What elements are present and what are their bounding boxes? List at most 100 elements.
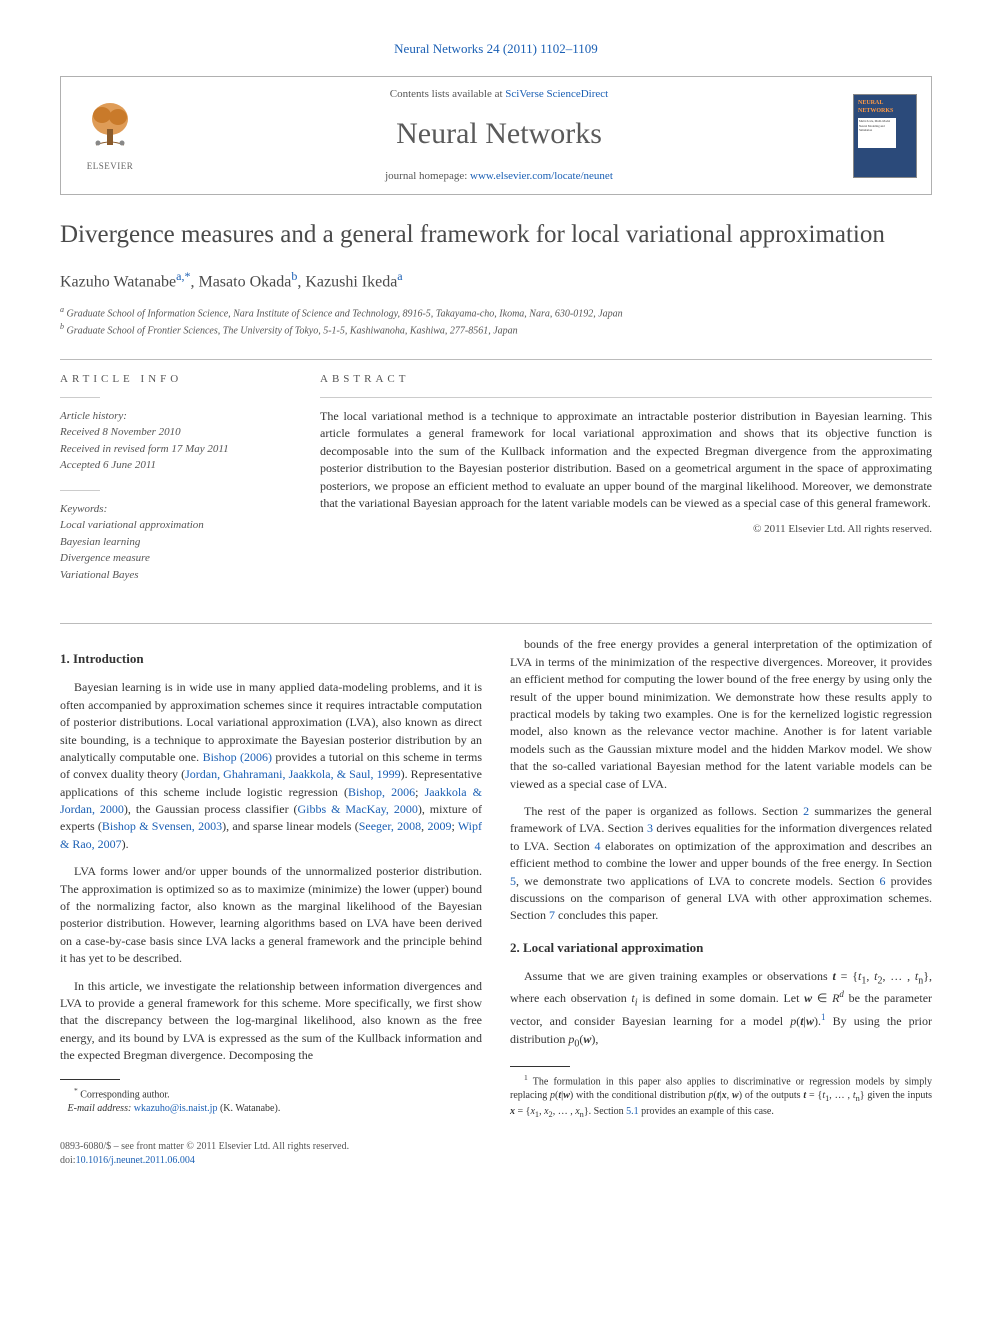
- math: p: [709, 1090, 714, 1101]
- cover-subtitle: Multi-Scale, Multi-Modal Neural Modeling…: [858, 118, 896, 148]
- footnote-text: provides an example of this case.: [639, 1106, 774, 1117]
- body-text: Assume that we are given training exampl…: [524, 969, 833, 983]
- journal-header: ELSEVIER Contents lists available at Sci…: [60, 76, 932, 195]
- info-abstract-row: ARTICLE INFO Article history: Received 8…: [60, 372, 932, 600]
- section-1-heading: 1. Introduction: [60, 650, 482, 669]
- keyword: Local variational approximation: [60, 517, 290, 534]
- abstract-label: ABSTRACT: [320, 372, 932, 387]
- affiliation-a-text: Graduate School of Information Science, …: [67, 308, 623, 319]
- mini-divider: [320, 397, 932, 398]
- page-footer: 0893-6080/$ – see front matter © 2011 El…: [60, 1140, 932, 1168]
- abstract-column: ABSTRACT The local variational method is…: [320, 372, 932, 600]
- body-text: , we demonstrate two applications of LVA…: [516, 874, 880, 888]
- article-body: 1. Introduction Bayesian learning is in …: [60, 636, 932, 1128]
- math: p: [790, 1014, 796, 1028]
- footnote-text: (K. Watanabe).: [220, 1103, 280, 1114]
- footnote-text: . Section: [589, 1106, 627, 1117]
- body-paragraph: Assume that we are given training exampl…: [510, 968, 932, 1052]
- corresponding-author-link[interactable]: *: [184, 269, 190, 283]
- math: w: [583, 1032, 591, 1046]
- math: x: [510, 1106, 515, 1117]
- accepted-date: Accepted 6 June 2011: [60, 457, 290, 474]
- citation-link[interactable]: Bishop (2006): [203, 750, 272, 764]
- copyright-line: © 2011 Elsevier Ltd. All rights reserved…: [320, 522, 932, 537]
- citation-link[interactable]: Gibbs & MacKay, 2000: [298, 802, 418, 816]
- keyword: Divergence measure: [60, 550, 290, 567]
- citation-link[interactable]: Seeger, 2008: [359, 819, 421, 833]
- doi-prefix: doi:: [60, 1155, 76, 1166]
- contents-prefix: Contents lists available at: [390, 88, 505, 100]
- math: Rd: [832, 991, 844, 1005]
- author-misc: Kazuho Watanabea,*, Masato Okadab, Kazus…: [60, 268, 932, 294]
- author-1: Kazuho Watanabe: [60, 274, 176, 291]
- citation-link[interactable]: Jordan, Ghahramani, Jaakkola, & Saul, 19…: [185, 767, 401, 781]
- body-paragraph: bounds of the free energy provides a gen…: [510, 636, 932, 793]
- body-text: concludes this paper.: [555, 908, 658, 922]
- issn-line: 0893-6080/$ – see front matter © 2011 El…: [60, 1140, 932, 1154]
- math: x: [722, 1090, 727, 1101]
- section-link[interactable]: 5.1: [626, 1106, 639, 1117]
- journal-ref-link[interactable]: Neural Networks 24 (2011) 1102–1109: [394, 41, 598, 56]
- homepage-line: journal homepage: www.elsevier.com/locat…: [145, 169, 853, 184]
- section-2-heading: 2. Local variational approximation: [510, 939, 932, 958]
- body-text: is defined in some domain. Let: [638, 991, 805, 1005]
- homepage-prefix: journal homepage:: [385, 170, 470, 182]
- footnote-1: 1 The formulation in this paper also app…: [510, 1073, 932, 1121]
- mini-divider: [60, 397, 100, 398]
- footnote-divider: [510, 1066, 570, 1067]
- publisher-name: ELSEVIER: [75, 160, 145, 173]
- homepage-link[interactable]: www.elsevier.com/locate/neunet: [470, 170, 613, 182]
- footnote-divider: [60, 1079, 120, 1080]
- article-info-label: ARTICLE INFO: [60, 372, 290, 387]
- corresponding-author-footnote: * Corresponding author. E-mail address: …: [60, 1086, 482, 1116]
- contents-line: Contents lists available at SciVerse Sci…: [145, 87, 853, 102]
- article-title: Divergence measures and a general framew…: [60, 219, 932, 250]
- journal-cover-thumbnail: NEURAL NETWORKS Multi-Scale, Multi-Modal…: [853, 94, 917, 178]
- footnote-text: of the outputs: [742, 1090, 803, 1101]
- affiliations: a Graduate School of Information Science…: [60, 304, 932, 339]
- author-3-aff-link[interactable]: a: [397, 269, 402, 283]
- body-paragraph: The rest of the paper is organized as fo…: [510, 803, 932, 925]
- sciencedirect-link[interactable]: SciVerse ScienceDirect: [505, 88, 608, 100]
- affiliation-b-text: Graduate School of Frontier Sciences, Th…: [67, 326, 518, 337]
- mini-divider: [60, 490, 100, 491]
- footnote-text: with the conditional distribution: [573, 1090, 708, 1101]
- author-email-link[interactable]: wkazuho@is.naist.jp: [134, 1103, 218, 1114]
- math: w: [732, 1090, 739, 1101]
- citation-link[interactable]: 2009: [427, 819, 451, 833]
- body-text: ).: [122, 837, 129, 851]
- affiliation-b: b Graduate School of Frontier Sciences, …: [60, 321, 932, 338]
- footnote-text: Corresponding author.: [80, 1089, 169, 1100]
- body-text: ), the Gaussian process classifier (: [124, 802, 298, 816]
- author-2: Masato Okada: [198, 274, 291, 291]
- math: t: [558, 1090, 561, 1101]
- body-text: ;: [415, 785, 424, 799]
- keywords-label: Keywords:: [60, 501, 290, 518]
- article-history: Article history: Received 8 November 201…: [60, 408, 290, 474]
- footnote-text: given the inputs: [865, 1090, 932, 1101]
- body-text: The rest of the paper is organized as fo…: [524, 804, 803, 818]
- publisher-logo-block: ELSEVIER: [75, 99, 145, 173]
- keyword: Bayesian learning: [60, 534, 290, 551]
- divider: [60, 359, 932, 360]
- body-paragraph: In this article, we investigate the rela…: [60, 978, 482, 1065]
- body-paragraph: Bayesian learning is in wide use in many…: [60, 679, 482, 853]
- citation-link[interactable]: Bishop, 2006: [348, 785, 415, 799]
- author-3: Kazushi Ikeda: [305, 274, 397, 291]
- affiliation-a: a Graduate School of Information Science…: [60, 304, 932, 321]
- author-2-aff-link[interactable]: b: [291, 269, 297, 283]
- math: w: [804, 991, 812, 1005]
- email-label: E-mail address:: [68, 1103, 132, 1114]
- doi-link[interactable]: 10.1016/j.neunet.2011.06.004: [76, 1155, 195, 1166]
- math: t: [833, 969, 836, 983]
- journal-reference: Neural Networks 24 (2011) 1102–1109: [60, 40, 932, 58]
- abstract-text: The local variational method is a techni…: [320, 408, 932, 512]
- citation-link[interactable]: Bishop & Svensen, 2003: [102, 819, 222, 833]
- journal-title-block: Contents lists available at SciVerse Sci…: [145, 87, 853, 184]
- body-text: ,: [595, 1032, 598, 1046]
- math: p: [550, 1090, 555, 1101]
- doi-line: doi:10.1016/j.neunet.2011.06.004: [60, 1154, 932, 1168]
- body-text: ), and sparse linear models (: [222, 819, 359, 833]
- math: w: [806, 1014, 814, 1028]
- cover-title: NEURAL NETWORKS: [858, 99, 912, 116]
